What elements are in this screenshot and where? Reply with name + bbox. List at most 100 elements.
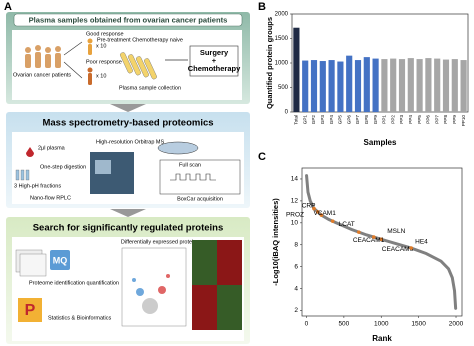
x-tick-label: GP6 xyxy=(346,115,351,125)
x-axis-label: Samples xyxy=(364,138,397,147)
bar xyxy=(310,60,318,112)
ms-icon xyxy=(95,160,111,174)
bar xyxy=(416,59,423,112)
label: x 10 xyxy=(96,73,106,79)
drop-icon xyxy=(26,147,34,157)
boxcar-icon xyxy=(170,173,216,181)
label: Proteome identification quantification xyxy=(29,280,119,286)
x-tick-label: 1500 xyxy=(411,321,426,328)
annotation-label: HE4 xyxy=(415,239,428,246)
annotation-label: LCAT xyxy=(339,221,355,228)
x-tick-label: PP1 xyxy=(382,115,387,124)
x-tick-label: GP2 xyxy=(311,115,316,125)
label: One-step digestion xyxy=(40,164,86,170)
arrow xyxy=(110,209,146,217)
x-tick-label: 500 xyxy=(338,321,349,328)
x-axis-label: Rank xyxy=(372,334,392,343)
volcano-icon xyxy=(132,274,170,314)
perseus-icon xyxy=(18,298,42,322)
panel-label: B xyxy=(258,1,266,13)
label: MQ xyxy=(53,255,68,265)
bar xyxy=(354,60,362,112)
annotation-label: CEACAM6 xyxy=(382,246,414,253)
x-tick-label: PP3 xyxy=(399,115,404,124)
plot-frame xyxy=(301,167,463,317)
section-title: Search for significantly regulated prote… xyxy=(33,223,224,234)
label: Full scan xyxy=(179,162,201,168)
x-tick-label: PP5 xyxy=(417,115,422,124)
y-tick-label: 2 xyxy=(294,307,298,314)
section-2: Mass spectrometry-based proteomics 2µl p… xyxy=(6,112,250,208)
x-tick-label: GP9 xyxy=(373,115,378,125)
x-tick-label: GP4 xyxy=(329,115,334,125)
highlight-point xyxy=(371,235,376,239)
trap-icon xyxy=(157,141,199,155)
y-tick-label: 12 xyxy=(291,198,299,205)
bar xyxy=(372,58,379,112)
highlight-point xyxy=(315,210,320,214)
highlight-point xyxy=(379,237,384,242)
label: x 10 xyxy=(96,43,106,49)
bar xyxy=(460,60,467,112)
annotation-label: CEACAM1 xyxy=(353,237,385,244)
section-1: Plasma samples obtained from ovarian can… xyxy=(6,12,250,104)
x-tick-label: PP2 xyxy=(390,115,395,124)
bar xyxy=(451,59,458,112)
panel-label: A xyxy=(4,1,12,13)
patients-icon xyxy=(25,45,61,68)
x-tick-label: PP9 xyxy=(452,115,457,124)
x-tick-label: Total xyxy=(294,115,299,125)
bar xyxy=(346,55,353,112)
highlight-point xyxy=(319,213,324,217)
y-tick-label: 2000 xyxy=(275,12,289,18)
y-tick-label: 10 xyxy=(291,220,299,227)
y-tick-label: 14 xyxy=(291,176,299,183)
y-tick-label: 0 xyxy=(285,110,289,116)
x-tick-label: PP7 xyxy=(434,115,439,124)
y-axis-label: -Log10(iBAQ intensities) xyxy=(271,198,280,286)
bar xyxy=(407,58,414,112)
x-tick-label: 0 xyxy=(305,321,309,328)
x-tick-label: GP7 xyxy=(355,115,360,125)
y-tick-label: 4 xyxy=(294,285,298,292)
label: 3 High-pH fractions xyxy=(14,183,61,189)
label: Surgery xyxy=(200,48,229,57)
label: Plasma sample collection xyxy=(119,85,181,91)
label: + xyxy=(212,56,217,65)
x-tick-label: PP10 xyxy=(461,115,466,127)
highlight-point xyxy=(312,206,316,211)
bar xyxy=(381,59,388,112)
good-icon xyxy=(87,38,93,55)
poor-icon xyxy=(87,67,93,85)
bar xyxy=(434,58,441,112)
x-tick-label: 1000 xyxy=(374,321,389,328)
section-title: Mass spectrometry-based proteomics xyxy=(42,118,213,129)
box xyxy=(189,45,239,77)
label: 2µl plasma xyxy=(38,145,66,151)
arrow xyxy=(63,41,83,79)
x-tick-label: 2000 xyxy=(449,321,464,328)
heatmap-icon xyxy=(192,240,242,330)
y-tick-label: 500 xyxy=(278,85,289,91)
label: Chemotherapy xyxy=(188,64,241,73)
x-tick-label: GP3 xyxy=(320,115,325,125)
label: Ovarian cancer patients xyxy=(13,72,71,78)
fractions-icon xyxy=(15,169,30,181)
volcano-box xyxy=(121,247,187,327)
x-tick-label: PP6 xyxy=(426,115,431,124)
y-tick-label: 1500 xyxy=(275,36,289,42)
label: High-resolution Orbitrap MS xyxy=(96,139,164,145)
label: Poor response xyxy=(86,59,122,65)
plot-frame xyxy=(291,13,469,113)
bar xyxy=(319,61,326,112)
bar xyxy=(442,59,450,112)
label: BoxCar acquisition xyxy=(177,196,223,202)
spectra-icon xyxy=(19,253,47,277)
bar xyxy=(425,58,432,112)
y-axis-label: Quantified protein groups xyxy=(265,17,274,109)
bar xyxy=(390,58,397,112)
section-title: Plasma samples obtained from ovarian can… xyxy=(29,16,228,25)
x-tick-label: PP8 xyxy=(443,115,448,124)
bar xyxy=(363,57,370,112)
x-tick-label: PP4 xyxy=(408,115,413,124)
